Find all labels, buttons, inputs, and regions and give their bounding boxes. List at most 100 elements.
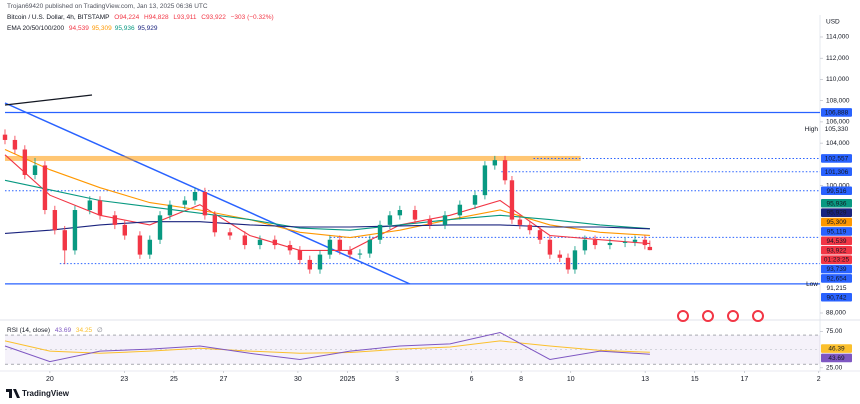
candle-body	[192, 191, 198, 201]
candle-body	[607, 242, 613, 246]
candle-body	[212, 215, 218, 233]
currency: USD	[826, 19, 840, 26]
ohlc: L93,911	[173, 14, 197, 21]
flag	[702, 310, 714, 322]
price-label-bg	[821, 274, 852, 283]
y-tick-label: 114,000	[826, 34, 849, 41]
price-label-bg	[821, 245, 852, 255]
price-label: 93,922	[827, 247, 847, 254]
price-label-bg	[821, 292, 852, 302]
rsi-tick-label: 25.00	[826, 365, 843, 372]
x-tick-label: 17	[740, 376, 748, 383]
candle-body	[22, 149, 28, 175]
ohlc: C93,922	[201, 14, 226, 21]
candle-body	[592, 239, 598, 246]
candle-body	[147, 239, 153, 255]
indicator-value: 95,929	[137, 25, 158, 32]
trend-line	[4, 94, 93, 106]
event-flags	[677, 310, 764, 322]
y-tick-label: 88,000	[826, 310, 846, 317]
x-tick-label: 2025	[340, 376, 356, 383]
candle-body	[565, 257, 571, 270]
indicator-line: EMA 20/50/100/200 94,539 95,309 95,936 95,9…	[7, 25, 163, 32]
price-label-bg	[821, 283, 852, 293]
candle-body	[227, 232, 233, 236]
price-label-bg	[821, 108, 852, 117]
price-label: 90,742	[827, 294, 847, 301]
y-tick-label: 108,000	[826, 97, 850, 104]
x-tick-label: 13	[641, 376, 649, 383]
high-tag: High	[805, 126, 819, 133]
ohlc: O94,224	[114, 14, 140, 21]
candle-body	[357, 253, 363, 255]
x-tick-label: 20	[46, 376, 54, 383]
candle-body	[112, 215, 118, 225]
rsi-reading: 34.25	[75, 327, 93, 334]
rsi-ma-line	[4, 340, 650, 354]
x-tick-label: 3	[395, 376, 399, 383]
candle-body	[472, 195, 478, 205]
logo	[6, 389, 20, 398]
ohlc: H94,828	[144, 14, 169, 21]
indicator-value: 94,539	[68, 25, 89, 32]
candle-body	[527, 224, 533, 231]
price-label-bg	[821, 217, 852, 227]
price-label: 91,215	[827, 285, 847, 292]
price-label-bg	[821, 198, 852, 208]
price-label-bg	[821, 227, 852, 236]
low-tag: Low	[806, 281, 818, 288]
candle-body	[202, 191, 208, 216]
ema-line	[4, 221, 650, 234]
candle-body	[167, 204, 173, 216]
candle-body	[442, 215, 448, 225]
x-tick-label: 6	[470, 376, 474, 383]
candle-body	[122, 224, 127, 236]
rsi-symbol: ∅	[97, 327, 103, 334]
change: −303 (−0.32%)	[230, 14, 274, 21]
rsi-label-bg	[821, 344, 852, 353]
candle-body	[87, 200, 93, 211]
candle-body	[287, 245, 293, 251]
candle-body	[157, 215, 163, 240]
price-label-bg	[821, 186, 852, 196]
price-label: 106,888	[825, 109, 849, 116]
countdown: 01:23:25	[824, 257, 850, 264]
candle-body	[412, 210, 418, 220]
candle-body	[482, 165, 488, 196]
candle-body	[337, 239, 343, 251]
x-tick-label: 10	[567, 376, 575, 383]
x-tick-label: 23	[120, 376, 128, 383]
candle-body	[502, 160, 508, 181]
candle-body	[137, 235, 143, 255]
indicator-values: 94,539 95,309 95,936 95,929	[69, 25, 161, 32]
price-label: 95,309	[827, 219, 847, 226]
candle-body	[367, 239, 373, 254]
indicator-value: 95,936	[114, 25, 135, 32]
rsi-header: RSI (14, close) 43.69 34.25 ∅	[7, 326, 106, 334]
candle-body	[72, 210, 78, 251]
rsi-label: 43.69	[828, 355, 845, 362]
candle-body	[387, 215, 393, 225]
candle-body	[347, 250, 353, 255]
candle-body	[457, 204, 463, 216]
price-label-bg	[821, 167, 852, 177]
flag	[752, 310, 764, 322]
symbol: Bitcoin / U.S. Dollar, 4h, BITSTAMP	[7, 14, 110, 21]
rsi-label: 46.39	[828, 346, 845, 353]
candle-body	[257, 239, 263, 246]
candle-body	[12, 139, 18, 150]
candle-body	[52, 210, 58, 231]
rsi-title: RSI (14, close)	[7, 327, 50, 334]
candle-body	[517, 219, 523, 225]
brand: TradingView	[22, 389, 70, 398]
candle-body	[32, 165, 38, 175]
rsi-label-bg	[821, 353, 852, 363]
symbol-line: Bitcoin / U.S. Dollar, 4h, BITSTAMP O94,…	[7, 14, 277, 21]
price-label: 95,936	[827, 200, 847, 207]
candle-body	[317, 254, 323, 270]
price-label-bg	[821, 154, 852, 163]
candle-body	[492, 160, 498, 166]
